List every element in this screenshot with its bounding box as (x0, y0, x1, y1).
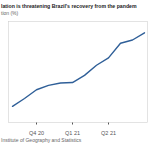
svg-text:Q4 20: Q4 20 (29, 130, 44, 136)
svg-text:Q1 21: Q1 21 (65, 130, 80, 136)
html-text:Institute of Geography and Sta: Institute of Geography and Statistics (1, 137, 82, 143)
svg-text:Q2 21: Q2 21 (101, 130, 116, 136)
html-text:lation is threatening Brazil's: lation is threatening Brazil's recovery … (1, 3, 137, 9)
html-text:tion (%): tion (%) (1, 10, 19, 16)
